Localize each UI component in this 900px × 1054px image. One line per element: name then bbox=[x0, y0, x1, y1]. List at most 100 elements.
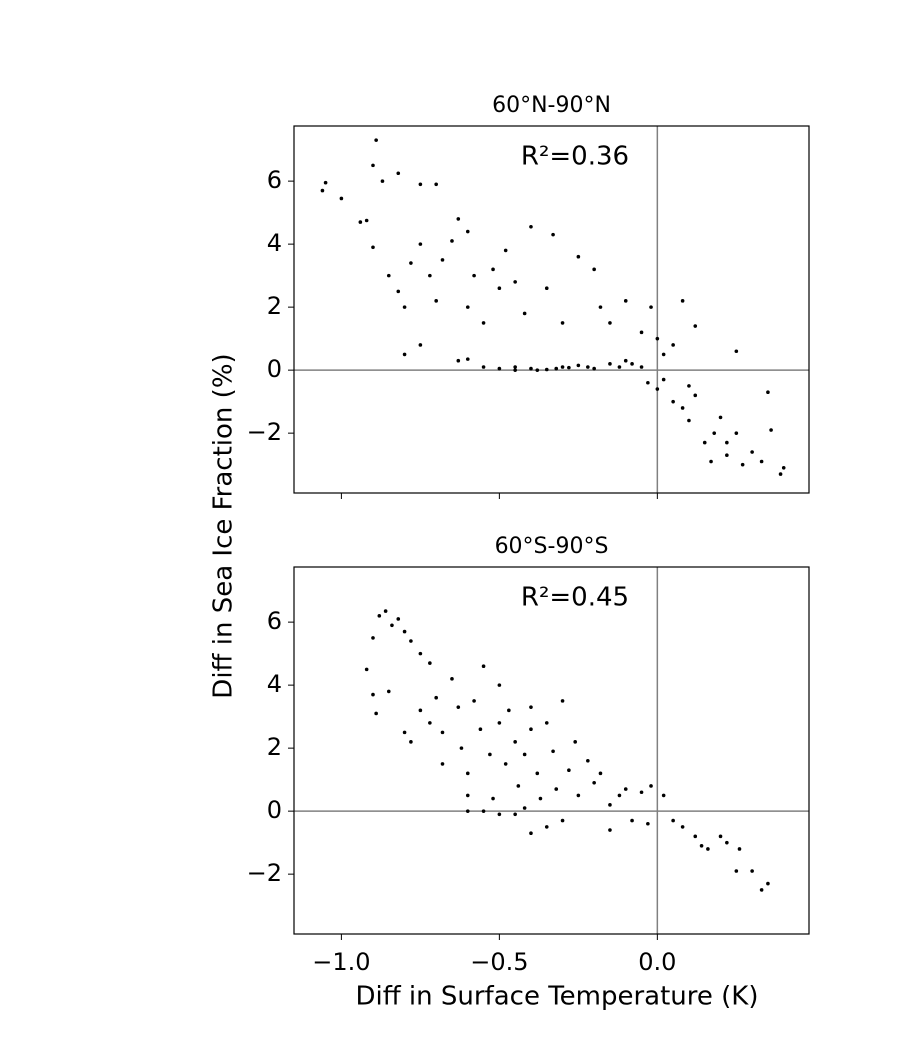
point bbox=[655, 336, 660, 341]
x-tick-label: −0.5 bbox=[470, 948, 528, 976]
point bbox=[478, 727, 483, 732]
point bbox=[592, 780, 596, 785]
point bbox=[497, 366, 502, 371]
point bbox=[661, 793, 666, 798]
point bbox=[396, 617, 401, 621]
point bbox=[402, 352, 407, 357]
point bbox=[725, 440, 729, 445]
point bbox=[608, 803, 612, 807]
point bbox=[491, 267, 495, 272]
y-tick-label: 6 bbox=[267, 607, 282, 635]
point bbox=[522, 806, 527, 810]
point bbox=[371, 245, 375, 250]
y-tick-label: 2 bbox=[267, 292, 282, 320]
annotation: R²=0.45 bbox=[521, 583, 629, 613]
point bbox=[450, 677, 454, 681]
point bbox=[576, 254, 581, 259]
point bbox=[671, 818, 675, 823]
point bbox=[554, 366, 559, 371]
point bbox=[465, 305, 470, 309]
point bbox=[465, 357, 470, 361]
x-tick-label: −1.0 bbox=[312, 948, 370, 976]
point bbox=[516, 784, 521, 788]
point bbox=[740, 462, 745, 467]
point bbox=[513, 365, 517, 369]
point bbox=[586, 365, 590, 369]
point bbox=[535, 771, 540, 776]
point bbox=[639, 330, 644, 335]
y-tick-label: 2 bbox=[267, 733, 282, 761]
point bbox=[402, 730, 407, 735]
point bbox=[529, 831, 533, 835]
point bbox=[450, 239, 454, 243]
point bbox=[402, 629, 407, 634]
point bbox=[769, 428, 773, 432]
point bbox=[560, 818, 565, 823]
point bbox=[734, 431, 739, 435]
point bbox=[573, 740, 577, 744]
point bbox=[383, 609, 388, 613]
point bbox=[371, 636, 375, 640]
point bbox=[428, 721, 432, 725]
point bbox=[630, 362, 634, 366]
point bbox=[503, 248, 508, 253]
point bbox=[497, 286, 502, 291]
point bbox=[567, 768, 571, 772]
point bbox=[377, 614, 382, 618]
point bbox=[456, 358, 461, 363]
point bbox=[551, 749, 555, 754]
point bbox=[680, 825, 685, 829]
point bbox=[358, 220, 363, 224]
point bbox=[488, 752, 492, 757]
point bbox=[567, 365, 571, 370]
point bbox=[522, 311, 527, 316]
point bbox=[418, 343, 423, 347]
point bbox=[529, 225, 533, 229]
point bbox=[560, 699, 565, 703]
point bbox=[472, 699, 476, 703]
point bbox=[693, 834, 698, 839]
point bbox=[364, 218, 369, 223]
point bbox=[529, 705, 533, 709]
y-tick-label: 0 bbox=[267, 796, 282, 824]
y-tick-label: 4 bbox=[267, 229, 282, 257]
point bbox=[440, 762, 445, 766]
point bbox=[608, 362, 612, 366]
y-tick-label: 0 bbox=[267, 355, 282, 383]
point bbox=[513, 812, 517, 817]
point bbox=[535, 368, 540, 372]
y-tick-label: 6 bbox=[267, 166, 282, 194]
point bbox=[503, 762, 508, 766]
point bbox=[750, 450, 754, 454]
point bbox=[386, 689, 391, 694]
point bbox=[513, 368, 517, 372]
point bbox=[623, 787, 628, 791]
point bbox=[759, 459, 764, 464]
point bbox=[699, 843, 704, 848]
point bbox=[725, 453, 729, 457]
point bbox=[497, 721, 502, 725]
point bbox=[428, 661, 432, 665]
point bbox=[680, 299, 685, 303]
point bbox=[617, 365, 622, 369]
point bbox=[434, 182, 438, 187]
point bbox=[766, 390, 770, 394]
point bbox=[671, 343, 675, 347]
point bbox=[465, 809, 470, 813]
point bbox=[396, 171, 401, 176]
point bbox=[687, 384, 691, 388]
point bbox=[630, 818, 634, 823]
point bbox=[386, 273, 391, 278]
point bbox=[551, 232, 555, 237]
point bbox=[661, 352, 666, 357]
point bbox=[513, 740, 517, 744]
point bbox=[661, 377, 666, 382]
x-tick-label: 0.0 bbox=[638, 948, 676, 976]
point bbox=[649, 784, 653, 788]
point bbox=[560, 365, 565, 369]
point bbox=[592, 366, 596, 371]
point bbox=[371, 692, 375, 697]
point bbox=[680, 406, 685, 410]
point bbox=[639, 365, 644, 369]
